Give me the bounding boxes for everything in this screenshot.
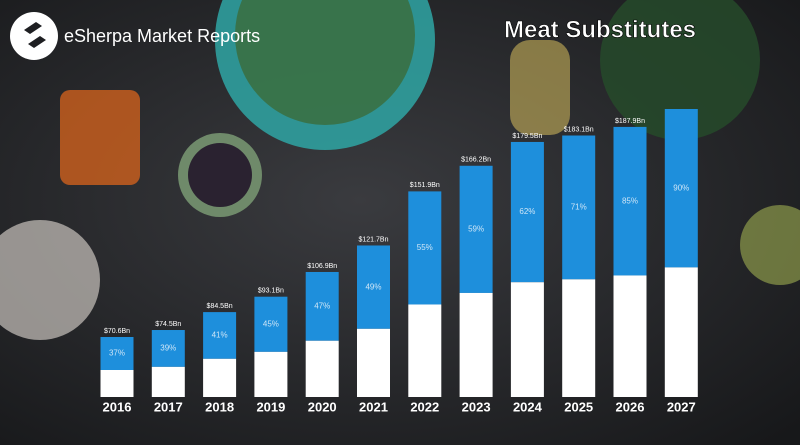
x-tick-label: 2027 xyxy=(667,399,696,414)
share-label: 39% xyxy=(160,344,176,353)
radish-bowl xyxy=(0,220,100,340)
bar-top xyxy=(305,271,339,341)
value-label: $187.9Bn xyxy=(615,118,645,125)
x-tick-label: 2016 xyxy=(103,399,132,414)
x-tick-label: 2017 xyxy=(154,399,183,414)
x-tick-label: 2023 xyxy=(462,399,491,414)
bar-top xyxy=(203,312,237,359)
value-label: $121.7Bn xyxy=(359,236,389,243)
value-label: $183.1Bn xyxy=(564,126,594,133)
bar-base xyxy=(151,366,185,397)
bar-top xyxy=(408,191,442,305)
bar-top xyxy=(254,296,288,352)
bar-top xyxy=(664,109,698,268)
share-label: 62% xyxy=(519,207,535,216)
share-label: 55% xyxy=(417,243,433,252)
bar-top xyxy=(459,165,493,293)
bar-base xyxy=(459,292,493,397)
value-label: $74.5Bn xyxy=(155,321,181,328)
bar-base xyxy=(254,351,288,397)
x-tick-label: 2026 xyxy=(616,399,645,414)
value-label: $84.5Bn xyxy=(207,303,233,310)
bar-top xyxy=(100,337,134,370)
x-tick-label: 2018 xyxy=(205,399,234,414)
chart-title: Meat Substitutes xyxy=(504,16,696,43)
share-label: 49% xyxy=(365,282,381,291)
salad xyxy=(235,0,415,125)
bar-top xyxy=(357,245,390,329)
share-label: 90% xyxy=(673,183,689,192)
share-label: 45% xyxy=(263,319,279,328)
bar-top xyxy=(613,126,647,276)
juice xyxy=(60,90,140,185)
brand: eSherpa Market Reports xyxy=(64,26,260,46)
bar-base xyxy=(408,304,442,397)
share-label: 41% xyxy=(212,331,228,340)
bar-base xyxy=(100,370,134,397)
logo xyxy=(10,12,58,60)
bar-base xyxy=(357,328,390,397)
x-tick-label: 2021 xyxy=(359,399,388,414)
value-label: $166.2Bn xyxy=(461,157,491,164)
share-label: 71% xyxy=(571,203,587,212)
bar-top xyxy=(510,141,544,283)
value-label: $106.9Bn xyxy=(307,263,337,270)
olives xyxy=(188,143,252,207)
value-label: $179.5Bn xyxy=(512,133,542,140)
bar-base xyxy=(305,340,339,397)
drink xyxy=(740,205,800,285)
bar-top xyxy=(151,330,185,367)
share-label: 37% xyxy=(109,349,125,358)
bar-base xyxy=(510,282,544,397)
value-label: $151.9Bn xyxy=(410,182,440,189)
x-tick-label: 2025 xyxy=(564,399,593,414)
share-label: 47% xyxy=(314,301,330,310)
oil xyxy=(510,40,570,135)
x-tick-label: 2019 xyxy=(256,399,285,414)
x-tick-label: 2020 xyxy=(308,399,337,414)
bar-base xyxy=(613,275,647,397)
value-label: $93.1Bn xyxy=(258,288,284,295)
bar-top xyxy=(562,135,596,280)
share-label: 59% xyxy=(468,224,484,233)
bar-base xyxy=(203,358,237,397)
share-label: 85% xyxy=(622,196,638,205)
value-label: $70.6Bn xyxy=(104,328,130,335)
bar-base xyxy=(664,267,698,397)
bar-base xyxy=(562,279,596,397)
x-tick-label: 2022 xyxy=(410,399,439,414)
x-tick-label: 2024 xyxy=(513,399,543,414)
tofu-bowl xyxy=(600,0,760,140)
